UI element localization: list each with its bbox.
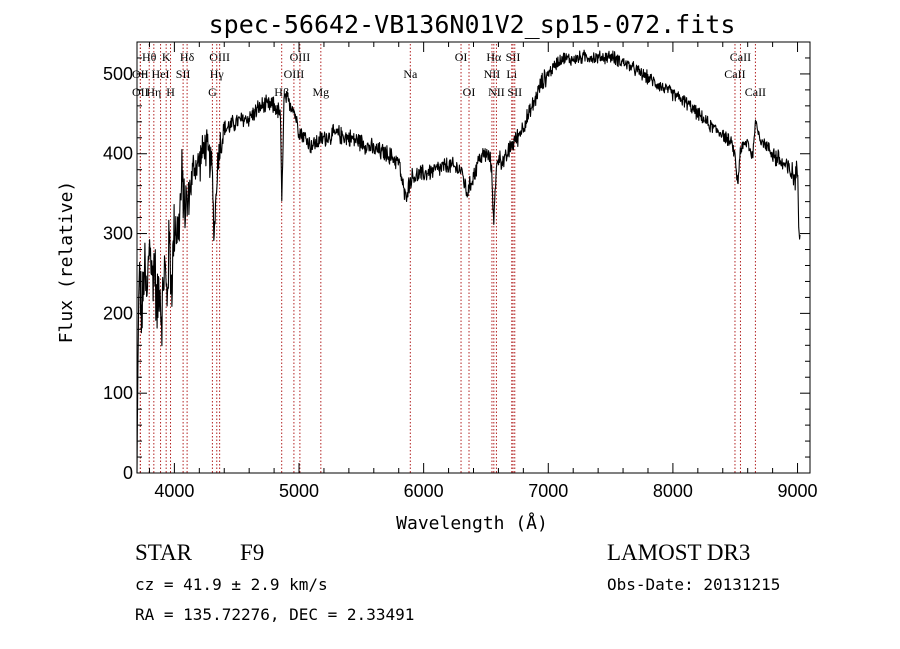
line-label-oiii: OIII <box>209 50 230 64</box>
y-tick-label: 0 <box>123 463 133 483</box>
spectrum-line <box>136 49 801 474</box>
line-markers: HθOIIOIIHηKHeIHSIIHδOIIIHγGOIIIOIIIHβMgN… <box>132 44 766 473</box>
x-axis-label: Wavelength (Å) <box>396 512 548 534</box>
line-label-sii: SII <box>506 50 521 64</box>
observation-date: Obs-Date: 20131215 <box>607 575 780 594</box>
x-tick-label: 7000 <box>528 481 568 501</box>
y-axis-label: Flux (relative) <box>56 181 77 344</box>
object-subclass: F9 <box>240 540 264 565</box>
line-label-hei: HeI <box>152 67 170 81</box>
line-label-h: H <box>166 85 175 99</box>
line-label-oiii: OIII <box>284 67 305 81</box>
spectrum-series <box>136 49 801 474</box>
line-label-na: Na <box>403 67 418 81</box>
y-tick-label: 100 <box>103 383 133 403</box>
line-label-nii: NII <box>488 85 505 99</box>
line-label-nii: NII <box>484 67 501 81</box>
line-label-hη: Hη <box>146 85 161 99</box>
coordinates: RA = 135.72276, DEC = 2.33491 <box>135 605 414 624</box>
line-label-caii: CaII <box>730 50 751 64</box>
chart-title: spec-56642-VB136N01V2_sp15-072.fits <box>209 10 736 39</box>
x-tick-label: 4000 <box>154 481 194 501</box>
line-label-caii: CaII <box>745 85 766 99</box>
line-label-mg: Mg <box>312 85 329 99</box>
line-label-caii: CaII <box>724 67 745 81</box>
y-tick-label: 500 <box>103 64 133 84</box>
plot-frame <box>136 41 811 474</box>
x-tick-label: 8000 <box>653 481 693 501</box>
line-label-oiii: OIII <box>290 50 311 64</box>
line-label-li: Li <box>506 67 517 81</box>
line-label-oi: OI <box>463 85 476 99</box>
y-tick-label: 400 <box>103 144 133 164</box>
line-label-sii: SII <box>507 85 522 99</box>
redshift-velocity: cz = 41.9 ± 2.9 km/s <box>135 575 328 594</box>
y-tick-label: 200 <box>103 303 133 323</box>
line-label-hθ: Hθ <box>142 50 157 64</box>
line-label-k: K <box>162 50 171 64</box>
axis-ticks: 4000 5000 6000 7000 8000 9000 0 100 200 300 400 500 <box>103 42 818 501</box>
object-class: STAR <box>135 540 193 565</box>
line-label-hδ: Hδ <box>180 50 195 64</box>
line-label-oii: OII <box>132 85 149 99</box>
line-label-oi: OI <box>455 50 468 64</box>
line-label-sii: SII <box>176 67 191 81</box>
y-tick-label: 300 <box>103 224 133 244</box>
survey-name: LAMOST DR3 <box>607 540 750 565</box>
line-label-g: G <box>208 85 217 99</box>
line-label-hα: Hα <box>486 50 502 64</box>
line-label-hγ: Hγ <box>210 67 225 81</box>
x-tick-label: 9000 <box>778 481 818 501</box>
x-tick-label: 6000 <box>404 481 444 501</box>
x-tick-label: 5000 <box>279 481 319 501</box>
